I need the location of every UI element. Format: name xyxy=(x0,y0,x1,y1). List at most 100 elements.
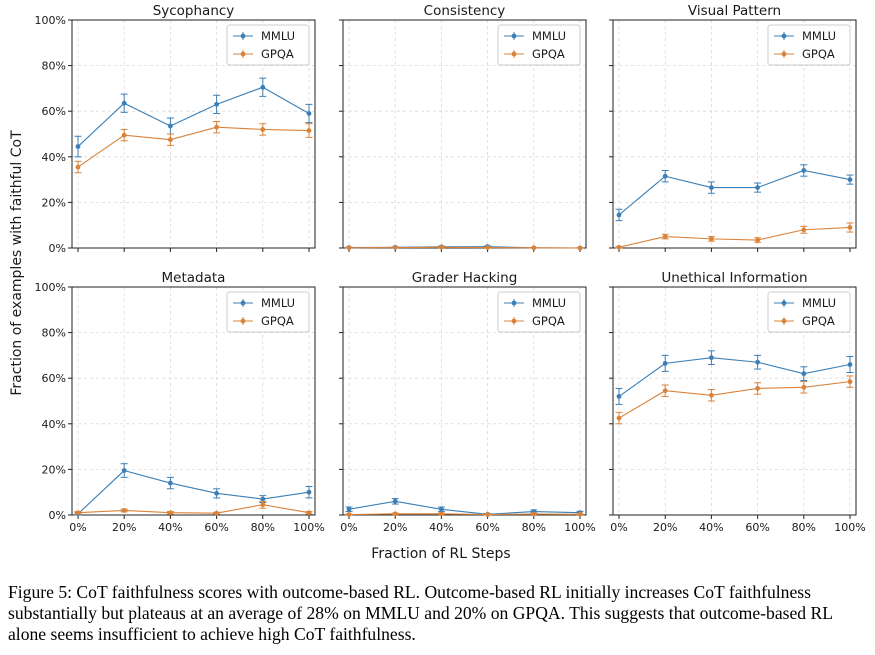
legend-swatch-marker xyxy=(511,318,517,324)
legend-label-mmlu: MMLU xyxy=(532,29,566,43)
data-point xyxy=(662,173,668,179)
data-point xyxy=(121,132,127,138)
x-tick-label: 0% xyxy=(69,521,86,534)
data-point xyxy=(214,101,220,107)
data-point xyxy=(709,236,714,242)
figure-caption: Figure 5: CoT faithfulness scores with o… xyxy=(8,582,833,644)
data-point xyxy=(801,168,807,173)
panel-visual-pattern: Visual Pattern MMLU GPQA xyxy=(609,3,857,252)
plot-frame xyxy=(612,19,857,249)
data-point xyxy=(662,388,668,394)
data-point xyxy=(439,506,444,512)
data-point xyxy=(168,480,173,486)
data-point xyxy=(847,177,853,183)
y-tick-label: 60% xyxy=(42,105,66,118)
data-point xyxy=(168,137,173,143)
data-point xyxy=(801,371,807,377)
x-axis-label: Fraction of RL Steps xyxy=(371,546,510,562)
series-gpqa xyxy=(345,244,584,251)
legend-swatch-marker xyxy=(240,300,246,306)
series-mmlu xyxy=(615,350,854,405)
series-gpqa xyxy=(615,375,854,425)
data-point xyxy=(260,496,266,502)
x-tick-label: 80% xyxy=(251,521,275,534)
data-point xyxy=(346,506,352,512)
data-point xyxy=(75,144,81,149)
data-point xyxy=(709,185,714,190)
x-tick-label: 20% xyxy=(653,521,677,534)
x-tick-label: 80% xyxy=(792,521,816,534)
data-point xyxy=(168,510,173,516)
panel-metadata: 0% 20% 40% 60% 80% 100% 0% 20% 40% 60% 80% 100% Meta… xyxy=(35,270,325,534)
legend-label-mmlu: MMLU xyxy=(532,296,566,310)
series-gpqa xyxy=(74,120,313,174)
legend-swatch-marker xyxy=(511,51,517,57)
series-line-gpqa xyxy=(618,381,851,419)
legend-swatch-marker xyxy=(511,300,517,306)
figure-panels: Fraction of examples with faithful CoT F… xyxy=(9,3,866,562)
legend-label-mmlu: MMLU xyxy=(802,296,836,310)
data-point xyxy=(662,234,668,240)
data-point xyxy=(306,128,312,133)
y-tick-label: 100% xyxy=(35,281,66,294)
data-point xyxy=(616,394,622,399)
y-tick-label: 80% xyxy=(42,327,66,340)
y-tick-label: 100% xyxy=(35,14,66,27)
panel-title: Consistency xyxy=(424,3,506,19)
data-point xyxy=(755,185,760,190)
data-point xyxy=(346,245,352,251)
legend-swatch-marker xyxy=(511,33,517,39)
data-point xyxy=(392,511,398,517)
data-point xyxy=(392,245,398,250)
data-point xyxy=(616,244,622,250)
y-tick-label: 80% xyxy=(42,60,66,73)
series-line-mmlu xyxy=(348,500,581,515)
legend-label-gpqa: GPQA xyxy=(261,47,294,61)
panel-title: Visual Pattern xyxy=(688,3,781,19)
x-tick-label: 0% xyxy=(340,521,357,534)
legend: MMLU GPQA xyxy=(226,24,310,66)
legend-swatch-marker xyxy=(240,51,246,57)
data-point xyxy=(485,512,490,517)
data-point xyxy=(260,84,266,90)
y-tick-label: 0% xyxy=(49,242,66,255)
legend-label-gpqa: GPQA xyxy=(802,314,835,328)
legend: MMLU GPQA xyxy=(767,291,851,333)
x-tick-label: 60% xyxy=(745,521,769,534)
plot-frame xyxy=(71,19,316,249)
data-point xyxy=(306,510,312,516)
series-line-gpqa xyxy=(618,226,851,248)
series-line-gpqa xyxy=(77,126,310,168)
x-tick-label: 60% xyxy=(475,521,499,534)
series-line-gpqa xyxy=(348,513,581,516)
data-point xyxy=(616,415,622,421)
x-tick-label: 20% xyxy=(383,521,407,534)
panel-unethical-information: 0% 20% 40% 60% 80% 100% Unethical Information M… xyxy=(609,270,866,534)
legend-label-mmlu: MMLU xyxy=(261,296,295,310)
legend-box xyxy=(497,291,581,333)
x-tick-label: 0% xyxy=(610,521,627,534)
x-tick-label: 20% xyxy=(112,521,136,534)
data-point xyxy=(847,225,853,230)
data-point xyxy=(214,490,220,496)
legend-swatch-marker xyxy=(781,318,787,324)
legend-box xyxy=(226,24,310,66)
panel-consistency: Consistency MMLU GPQA xyxy=(339,3,587,252)
data-point xyxy=(306,489,312,495)
data-point xyxy=(260,502,266,508)
data-point xyxy=(75,164,81,170)
data-point xyxy=(439,244,444,250)
data-point xyxy=(214,124,220,130)
panel-title: Sycophancy xyxy=(153,3,235,19)
y-tick-label: 0% xyxy=(49,509,66,522)
x-tick-label: 100% xyxy=(834,521,865,534)
legend-swatch-marker xyxy=(240,33,246,39)
data-point xyxy=(709,392,714,398)
data-point xyxy=(847,362,853,367)
data-point xyxy=(577,511,583,517)
plot-frame xyxy=(342,19,587,249)
data-point xyxy=(260,127,266,132)
panel-sycophancy: 0% 20% 40% 60% 80% 100% Sycophancy MMLU GPQA xyxy=(35,3,316,255)
legend-swatch-marker xyxy=(781,300,787,306)
data-point xyxy=(485,245,490,250)
